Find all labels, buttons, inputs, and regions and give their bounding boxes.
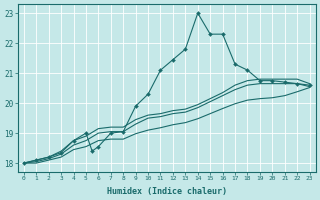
X-axis label: Humidex (Indice chaleur): Humidex (Indice chaleur): [107, 187, 227, 196]
